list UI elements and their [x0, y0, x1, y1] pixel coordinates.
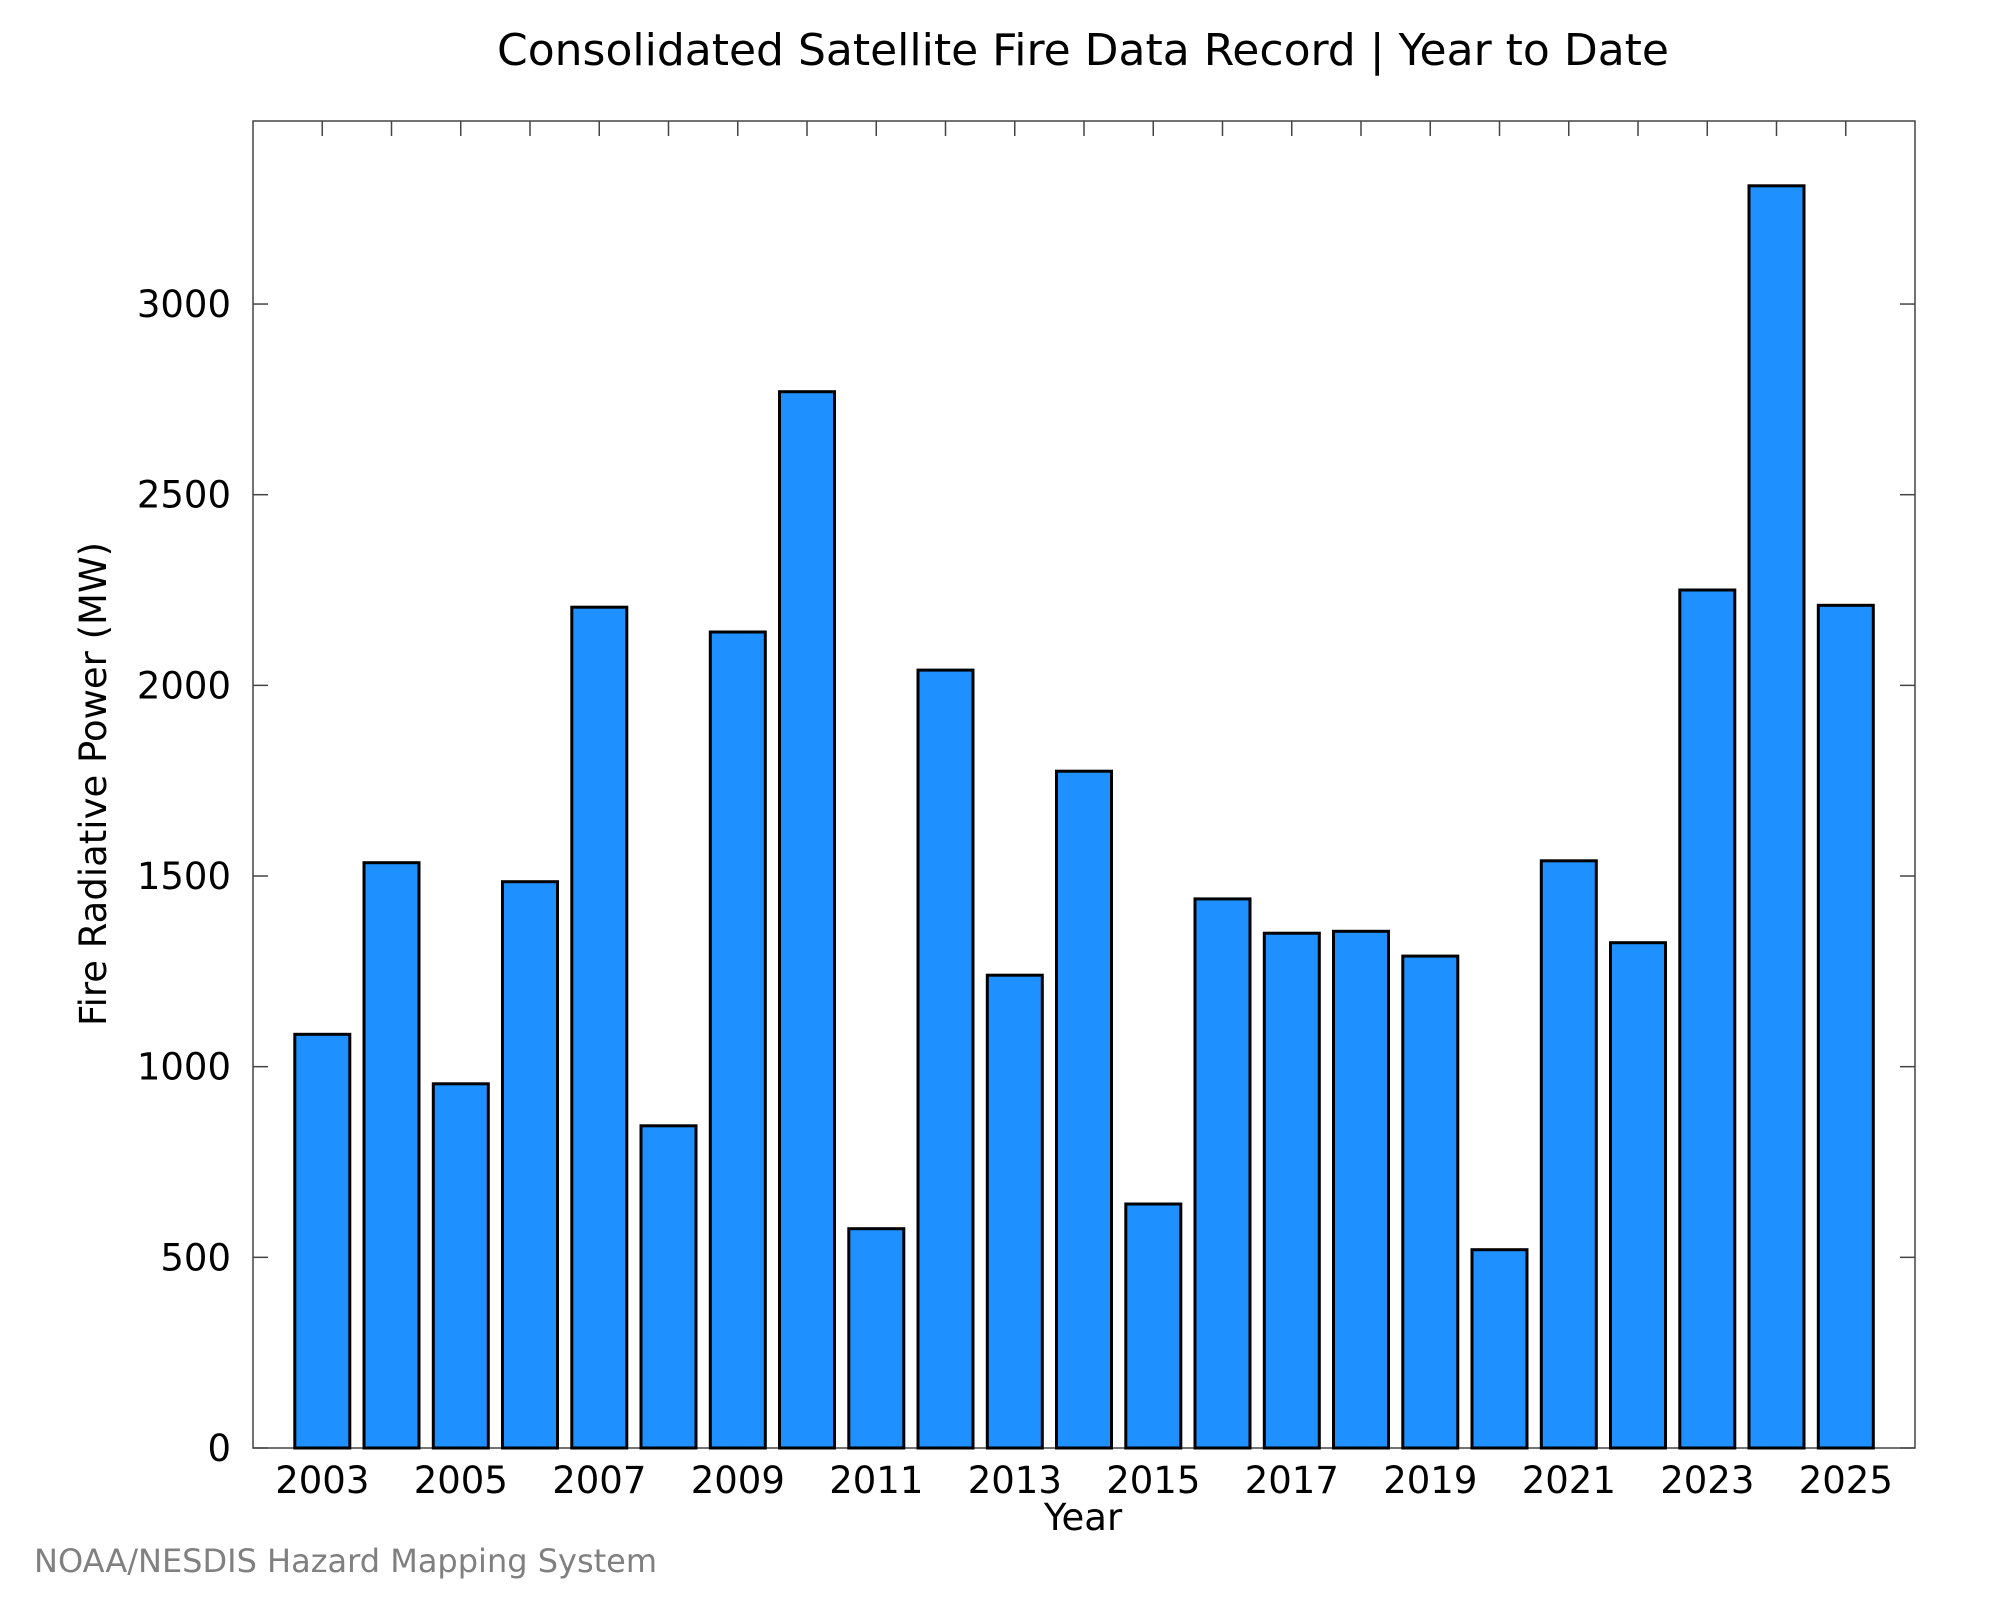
- bar-2008: [639, 1124, 698, 1450]
- x-tick-label: 2013: [968, 1459, 1062, 1502]
- chart-title: Consolidated Satellite Fire Data Record …: [497, 25, 1669, 76]
- bar-2016: [1193, 897, 1252, 1450]
- bar-2023: [1678, 588, 1737, 1450]
- y-tick-label: 3000: [137, 283, 231, 326]
- x-tick-label: 2021: [1522, 1459, 1616, 1502]
- x-tick-label: 2023: [1660, 1459, 1754, 1502]
- bar-2006: [501, 880, 559, 1450]
- x-tick-label: 2015: [1106, 1459, 1200, 1502]
- bar-2005: [431, 1082, 490, 1450]
- bar-2019: [1401, 954, 1460, 1450]
- bar-2003: [293, 1032, 352, 1450]
- x-axis-label: Year: [1043, 1496, 1123, 1539]
- bar-2024: [1747, 184, 1806, 1450]
- bar-2011: [847, 1227, 906, 1450]
- bar-2012: [916, 668, 975, 1450]
- x-tick-label: 2009: [691, 1459, 785, 1502]
- y-tick-labels: 0 500 1000 1500 2000 2500 3000: [137, 283, 231, 1470]
- x-tick-label: 2011: [829, 1459, 923, 1502]
- y-tick-label: 1500: [137, 855, 231, 898]
- bar-2020: [1470, 1248, 1529, 1450]
- bar-2017: [1262, 931, 1321, 1450]
- bar-2007: [570, 605, 629, 1450]
- bar-2018: [1332, 929, 1390, 1450]
- bar-2010: [778, 390, 836, 1450]
- y-tick-label: 2500: [137, 474, 231, 517]
- bar-2013: [985, 973, 1044, 1450]
- bar-2025: [1816, 603, 1875, 1450]
- x-tick-label: 2005: [414, 1459, 508, 1502]
- credit-text: NOAA/NESDIS Hazard Mapping System: [34, 1542, 657, 1580]
- x-tick-label: 2007: [552, 1459, 646, 1502]
- y-tick-label: 2000: [137, 664, 231, 707]
- x-tick-label: 2003: [275, 1459, 369, 1502]
- bar-2004: [362, 861, 421, 1450]
- bar-2021: [1539, 859, 1598, 1450]
- bar-2014: [1055, 769, 1113, 1450]
- x-tick-labels: 2003 2005 2007 2009 2011 2013 2015 2017 2019 2021…: [275, 1459, 1893, 1502]
- y-axis-label: Fire Radiative Power (MW): [72, 542, 115, 1026]
- bars: [293, 184, 1875, 1450]
- bar-2015: [1124, 1202, 1183, 1450]
- y-tick-label: 500: [160, 1236, 231, 1279]
- x-tick-label: 2019: [1383, 1459, 1477, 1502]
- bar-2022: [1609, 941, 1667, 1450]
- y-tick-label: 1000: [137, 1046, 231, 1089]
- y-tick-label: 0: [207, 1427, 231, 1470]
- x-tick-label: 2017: [1245, 1459, 1339, 1502]
- bar-2009: [708, 630, 767, 1450]
- x-tick-label: 2025: [1799, 1459, 1893, 1502]
